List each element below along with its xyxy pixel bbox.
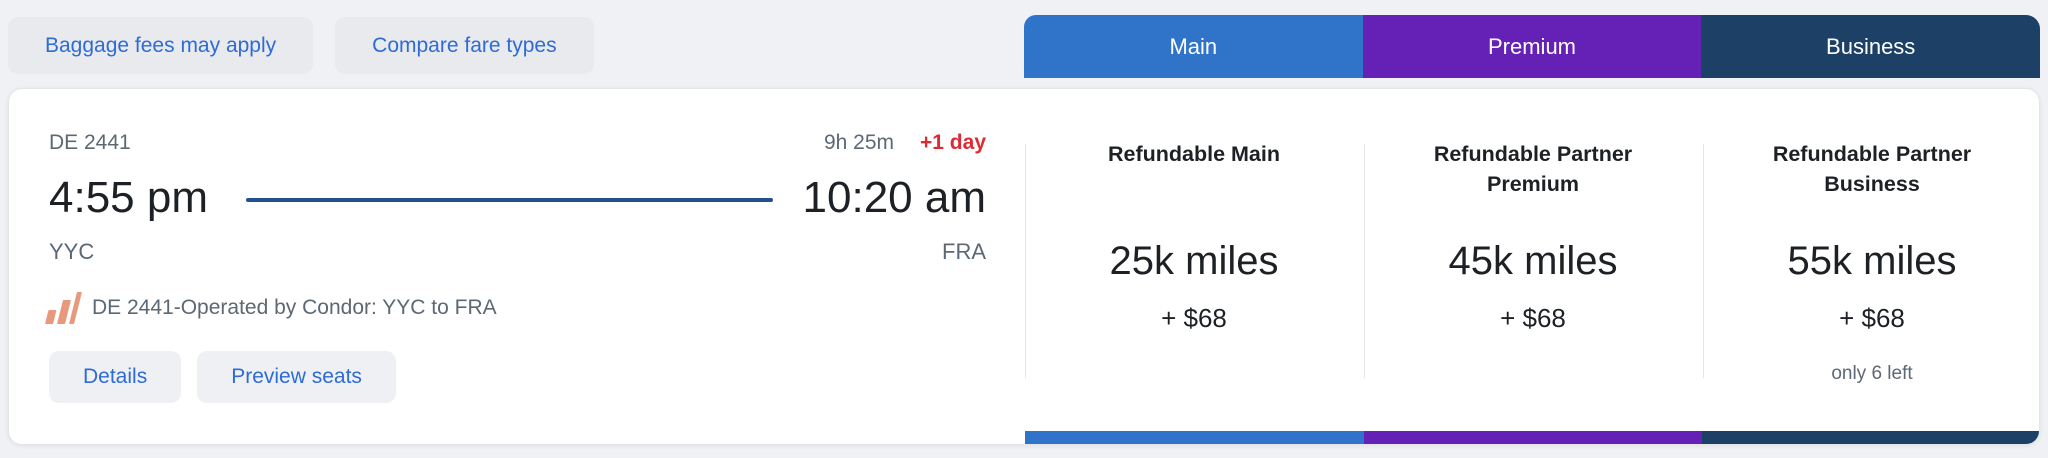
tab-business[interactable]: Business <box>1701 15 2041 78</box>
fare-taxes: + $68 <box>1839 303 1905 333</box>
fare-accent-bars <box>1025 431 2039 444</box>
flight-itinerary: DE 2441 9h 25m +1 day 4:55 pm 10:20 am Y… <box>9 89 1025 444</box>
fare-title: Refundable Partner Premium <box>1433 142 1633 196</box>
fare-miles: 25k miles <box>1109 239 1279 283</box>
origin-airport-code: YYC <box>49 239 95 264</box>
fare-divider <box>1703 144 1704 378</box>
tab-main[interactable]: Main <box>1024 15 1363 78</box>
fare-option-business[interactable]: Refundable Partner Business 55k miles + … <box>1703 89 2039 433</box>
arrival-time: 10:20 am <box>802 173 986 222</box>
fare-divider <box>1025 144 1026 378</box>
tab-premium[interactable]: Premium <box>1362 15 1702 78</box>
fare-miles: 55k miles <box>1787 239 1957 283</box>
fare-taxes: + $68 <box>1161 303 1227 333</box>
baggage-fees-button[interactable]: Baggage fees may apply <box>8 17 314 74</box>
condor-stripes-icon <box>45 292 82 324</box>
route-line <box>246 198 773 202</box>
fare-title: Refundable Main <box>1107 142 1280 166</box>
fare-option-premium[interactable]: Refundable Partner Premium 45k miles + $… <box>1364 89 1702 433</box>
business-accent-bar <box>1702 431 2039 444</box>
flight-duration: 9h 25m <box>823 131 895 154</box>
fare-title: Refundable Partner Business <box>1772 142 1972 196</box>
flight-number: DE 2441 <box>49 131 131 154</box>
day-offset-badge: +1 day <box>920 131 986 154</box>
fare-availability-note: only 6 left <box>1831 363 1913 384</box>
premium-accent-bar <box>1363 431 1703 444</box>
fare-class-tabs: Main Premium Business <box>1024 15 2041 78</box>
details-button[interactable]: Details <box>49 351 182 403</box>
fare-options-section: Refundable Main 25k miles + $68 Refundab… <box>1025 89 2039 444</box>
fare-miles: 45k miles <box>1448 239 1618 283</box>
info-pill-row: Baggage fees may apply Compare fare type… <box>8 17 594 74</box>
destination-airport-code: FRA <box>942 239 986 264</box>
flight-result-card: DE 2441 9h 25m +1 day 4:55 pm 10:20 am Y… <box>8 88 2040 445</box>
compare-fare-types-button[interactable]: Compare fare types <box>335 17 594 74</box>
fare-divider <box>1364 144 1365 378</box>
main-accent-bar <box>1025 431 1364 444</box>
fare-option-main[interactable]: Refundable Main 25k miles + $68 <box>1025 89 1363 433</box>
duration-row: 9h 25m +1 day <box>824 131 986 155</box>
preview-seats-button[interactable]: Preview seats <box>197 351 396 403</box>
operated-by-text: DE 2441-Operated by Condor: YYC to FRA <box>92 296 497 319</box>
fare-taxes: + $68 <box>1500 303 1566 333</box>
flight-action-row: Details Preview seats <box>49 351 396 403</box>
departure-time: 4:55 pm <box>49 173 208 222</box>
operated-by-row: DE 2441-Operated by Condor: YYC to FRA <box>45 292 497 324</box>
